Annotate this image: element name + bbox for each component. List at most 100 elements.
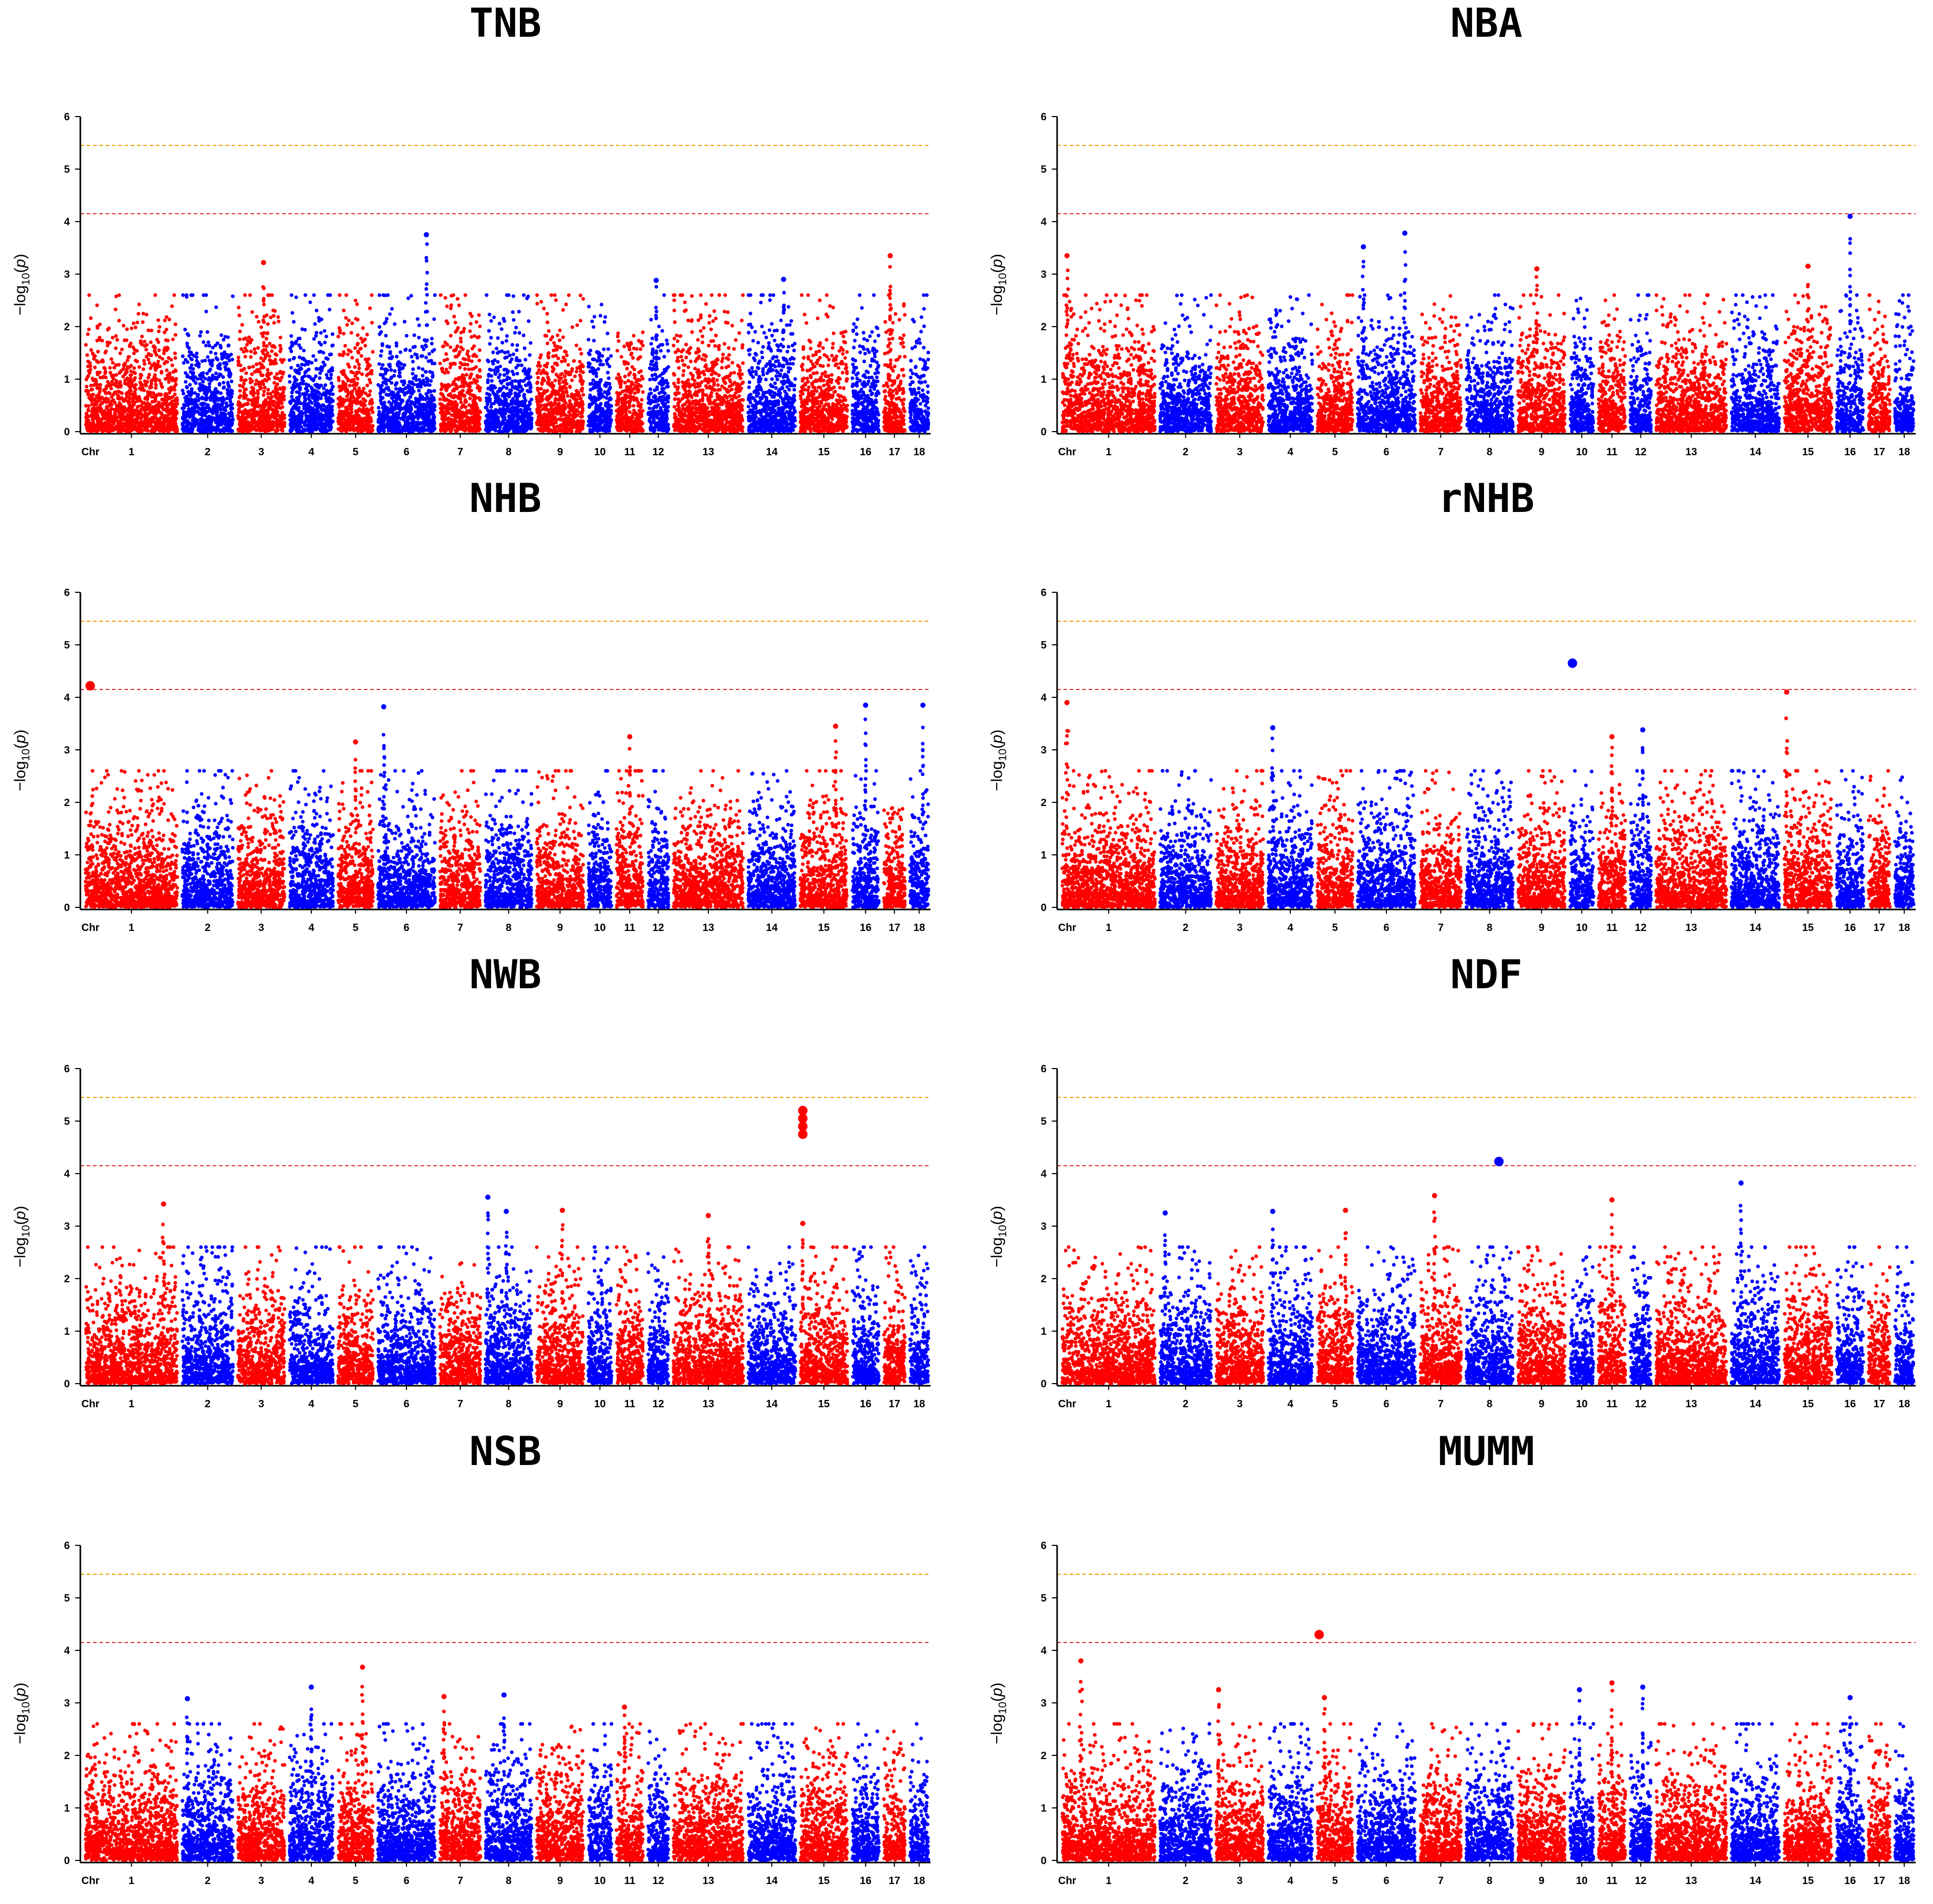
snp-cloud: [882, 1729, 907, 1863]
snp-cloud: [1596, 293, 1627, 434]
chromosome-13-points: [1654, 1245, 1728, 1386]
x-tick-label: 8: [1487, 446, 1492, 458]
y-tick-label: 0: [1041, 1855, 1047, 1867]
chromosome-16-points: [850, 293, 881, 434]
x-tick-label: 12: [1635, 922, 1646, 934]
x-tick-label: 12: [1635, 1875, 1646, 1887]
x-tick-label: 3: [1237, 1875, 1242, 1887]
chromosome-8-points: [484, 1716, 534, 1863]
snp-cloud: [1465, 769, 1515, 909]
x-tick-label: 18: [913, 1398, 925, 1410]
x-tick-label: 10: [594, 922, 605, 934]
chromosome-8-points: [1464, 1722, 1515, 1863]
snp-cloud: [614, 330, 645, 434]
x-tick-label: 4: [1288, 446, 1294, 458]
significant-snp-point: [798, 1106, 808, 1115]
y-tick-label: 6: [1041, 111, 1047, 123]
chromosome-15-points: [798, 293, 849, 434]
snp-cloud: [1215, 1245, 1265, 1386]
snp-cloud: [1214, 769, 1265, 909]
peak-snp-point: [1270, 725, 1276, 730]
y-axis-label: −log10(p): [988, 1682, 1009, 1744]
peak-snp-point: [1216, 1687, 1221, 1692]
x-tick-label: 6: [1384, 446, 1389, 458]
snp-cloud: [1628, 293, 1653, 433]
x-tick-label: 6: [1384, 1398, 1389, 1410]
x-tick-label: 13: [1686, 922, 1697, 934]
panel-title: MUMM: [1438, 1428, 1534, 1474]
chromosome-1-points: [1060, 268, 1157, 434]
x-tick-label: 13: [703, 446, 714, 458]
chromosome-8-points: [484, 1211, 534, 1386]
snp-cloud: [908, 293, 931, 434]
panel-title: NBA: [1450, 0, 1522, 46]
snp-cloud: [1568, 296, 1595, 434]
x-tick-label: 14: [766, 446, 778, 458]
y-axis-label: −log10(p): [988, 1206, 1009, 1268]
chromosome-18-points: [908, 1245, 931, 1386]
peak-snp-point: [1402, 231, 1408, 236]
chromosome-12-points: [646, 1729, 671, 1863]
snp-cloud: [1596, 1212, 1627, 1386]
x-tick-label: 3: [1237, 1398, 1242, 1410]
chromosome-17-points: [1866, 1245, 1892, 1385]
peak-snp-point: [260, 260, 266, 265]
snp-cloud: [1729, 1204, 1781, 1386]
x-tick-label: 11: [1606, 446, 1617, 458]
snp-cloud: [1266, 293, 1314, 434]
x-tick-label: 13: [703, 1398, 714, 1410]
x-tick-label: 10: [1576, 1875, 1587, 1887]
y-tick-label: 3: [64, 745, 70, 756]
chromosome-5-points: [1315, 1231, 1354, 1385]
snp-cloud: [84, 293, 180, 434]
y-tick-label: 0: [64, 1378, 70, 1390]
peak-snp-point: [1640, 727, 1646, 733]
snp-cloud: [1835, 1715, 1865, 1863]
snp-cloud: [1596, 1689, 1627, 1863]
y-tick-label: 1: [1041, 374, 1047, 385]
x-tick-label: 14: [1750, 922, 1762, 934]
y-axis-label: −log10(p): [12, 1682, 32, 1744]
y-tick-label: 5: [64, 1593, 70, 1604]
chromosome-12-points: [646, 285, 671, 434]
x-tick-label: 5: [353, 1875, 359, 1887]
snp-cloud: [1866, 769, 1892, 909]
x-tick-label: 11: [1606, 1398, 1617, 1410]
snp-cloud: [1835, 237, 1865, 434]
y-tick-label: 5: [1041, 164, 1047, 175]
chromosome-9-points: [535, 769, 586, 909]
x-tick-label: 15: [1802, 446, 1814, 458]
y-tick-label: 1: [64, 850, 70, 861]
y-tick-label: 4: [64, 1645, 70, 1657]
x-tick-label: 9: [1539, 446, 1544, 458]
snp-cloud: [1654, 769, 1729, 909]
x-tick-label: 16: [860, 1875, 871, 1887]
snp-cloud: [1568, 1699, 1595, 1863]
y-tick-label: 3: [1041, 1698, 1047, 1709]
peak-snp-point: [627, 734, 633, 739]
snp-cloud: [83, 1722, 179, 1863]
x-tick-label: 17: [1873, 1398, 1885, 1410]
chromosome-9-points: [1516, 1245, 1567, 1386]
x-tick-label: 18: [913, 1875, 925, 1887]
snp-cloud: [1867, 293, 1892, 434]
snp-cloud: [1866, 1722, 1892, 1863]
peak-snp-point: [1064, 700, 1070, 705]
x-tick-label: 9: [557, 1875, 563, 1887]
chromosome-2-points: [181, 293, 235, 434]
x-tick-label: 11: [624, 1875, 635, 1887]
x-tick-label: 13: [703, 1875, 714, 1887]
chromosome-2-points: [180, 1715, 235, 1863]
snp-cloud: [180, 1715, 235, 1863]
y-tick-label: 1: [64, 1326, 70, 1337]
x-tick-label: 15: [818, 922, 830, 934]
significant-snp-point: [798, 1122, 808, 1131]
peak-snp-point: [705, 1213, 711, 1218]
y-tick-label: 5: [1041, 1593, 1047, 1604]
x-axis-label: Chr: [81, 446, 100, 458]
x-tick-label: 16: [860, 1398, 871, 1410]
x-tick-label: 17: [889, 1398, 900, 1410]
snp-cloud: [882, 806, 907, 909]
chromosome-11-points: [1596, 1689, 1627, 1863]
peak-snp-point: [800, 1221, 806, 1226]
